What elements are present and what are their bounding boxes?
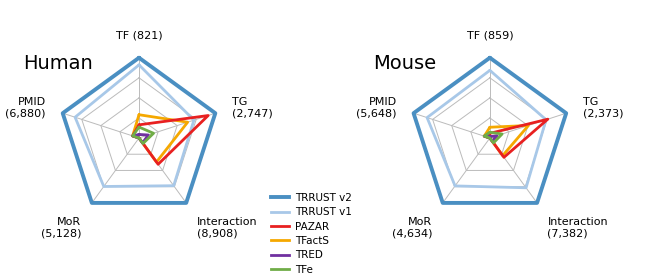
Text: Human: Human — [23, 54, 93, 73]
Text: Mouse: Mouse — [373, 54, 437, 73]
Text: MoR
(5,128): MoR (5,128) — [41, 217, 81, 239]
Text: PMID
(5,648): PMID (5,648) — [356, 97, 397, 118]
Text: PMID
(6,880): PMID (6,880) — [5, 97, 46, 118]
Text: MoR
(4,634): MoR (4,634) — [392, 217, 432, 239]
Text: TF (859): TF (859) — [467, 30, 513, 40]
Legend: TRRUST v2, TRRUST v1, PAZAR, TFactS, TRED, TFe: TRRUST v2, TRRUST v1, PAZAR, TFactS, TRE… — [271, 193, 352, 275]
Text: TF (821): TF (821) — [116, 30, 162, 40]
Text: TG
(2,373): TG (2,373) — [583, 97, 624, 118]
Text: TG
(2,747): TG (2,747) — [232, 97, 273, 118]
Text: Interaction
(7,382): Interaction (7,382) — [547, 217, 608, 239]
Text: Interaction
(8,908): Interaction (8,908) — [197, 217, 257, 239]
